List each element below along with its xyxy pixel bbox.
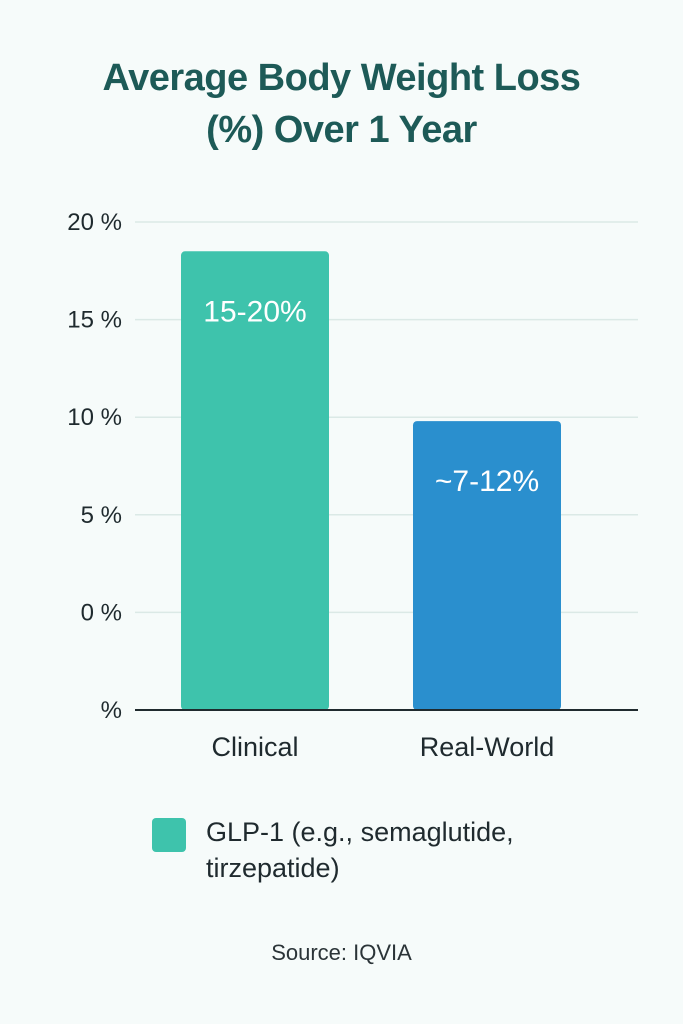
y-tick-label: % — [101, 697, 122, 724]
bar-real-world — [413, 421, 561, 710]
y-tick-label: 15 % — [67, 307, 122, 334]
bar-data-label: 15-20% — [203, 295, 306, 328]
chart-title: Average Body Weight Loss (%) Over 1 Year — [0, 52, 683, 156]
x-tick-label: Real-World — [420, 732, 555, 762]
x-tick-label: Clinical — [211, 732, 298, 762]
legend-label: GLP-1 (e.g., semaglutide, tirzepatide) — [206, 817, 514, 883]
y-tick-label: 5 % — [81, 502, 122, 529]
source-note: Source: IQVIA — [271, 940, 412, 965]
bar-clinical — [181, 251, 329, 710]
bar-chart: 20 % 15 % 10 % 5 % 0 %% 15-20% Clinical ~7-12% R… — [67, 209, 638, 762]
y-tick-label: 0 % — [81, 599, 122, 626]
chart-title-line-1: Average Body Weight Loss — [102, 57, 581, 99]
y-tick-label: 20 % — [67, 209, 122, 236]
chart-title-line-2: (%) Over 1 Year — [206, 109, 477, 151]
y-tick-label: 10 % — [67, 404, 122, 431]
legend-swatch — [152, 818, 186, 852]
bar-data-label: ~7-12% — [435, 465, 539, 498]
